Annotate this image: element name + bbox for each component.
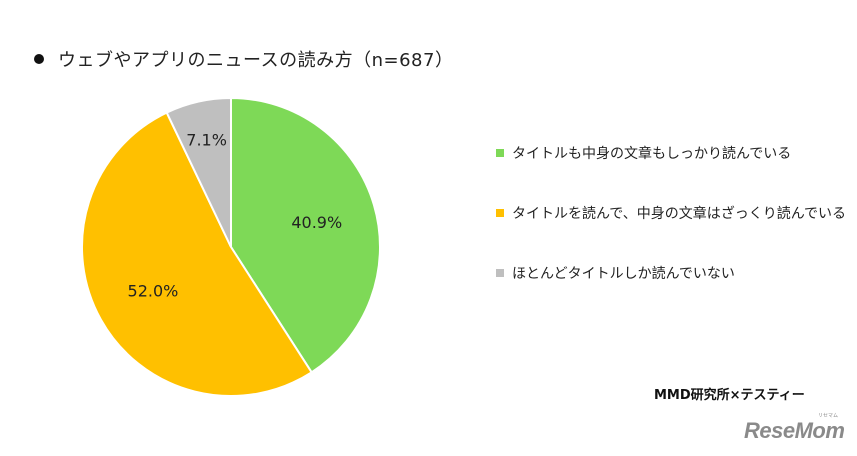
resemom-logo-sub: リセマム <box>818 413 839 419</box>
legend-swatch-icon <box>496 269 504 277</box>
legend: タイトルも中身の文章もしっかり読んでいる タイトルを読んで、中身の文章はざっくり… <box>496 142 846 322</box>
resemom-logo: ReseMom <box>744 418 845 443</box>
legend-item: タイトルを読んで、中身の文章はざっくり読んでいる <box>496 202 846 224</box>
pie-slice <box>81 111 314 397</box>
legend-label: ほとんどタイトルしか読んでいない <box>512 266 735 282</box>
legend-item: タイトルも中身の文章もしっかり読んでいる <box>496 142 846 164</box>
chart-title-row: ウェブやアプリのニュースの読み方（n=687） <box>34 46 453 72</box>
legend-label: タイトルも中身の文章もしっかり読んでいる <box>512 146 792 162</box>
pie-slice <box>165 96 232 248</box>
bullet-dot-icon <box>34 54 44 64</box>
pie-slice-label: 40.9% <box>291 213 342 232</box>
legend-label: タイトルを読んで、中身の文章はざっくり読んでいる <box>512 206 847 222</box>
chart-title: ウェブやアプリのニュースの読み方（n=687） <box>58 50 454 71</box>
source-credit: MMD研究所×テスティー <box>654 388 805 403</box>
pie-slice-label: 7.1% <box>186 130 227 149</box>
legend-swatch-icon <box>496 209 504 217</box>
legend-swatch-icon <box>496 149 504 157</box>
pie-slice-label: 52.0% <box>128 282 179 301</box>
legend-item: ほとんどタイトルしか読んでいない <box>496 262 846 284</box>
